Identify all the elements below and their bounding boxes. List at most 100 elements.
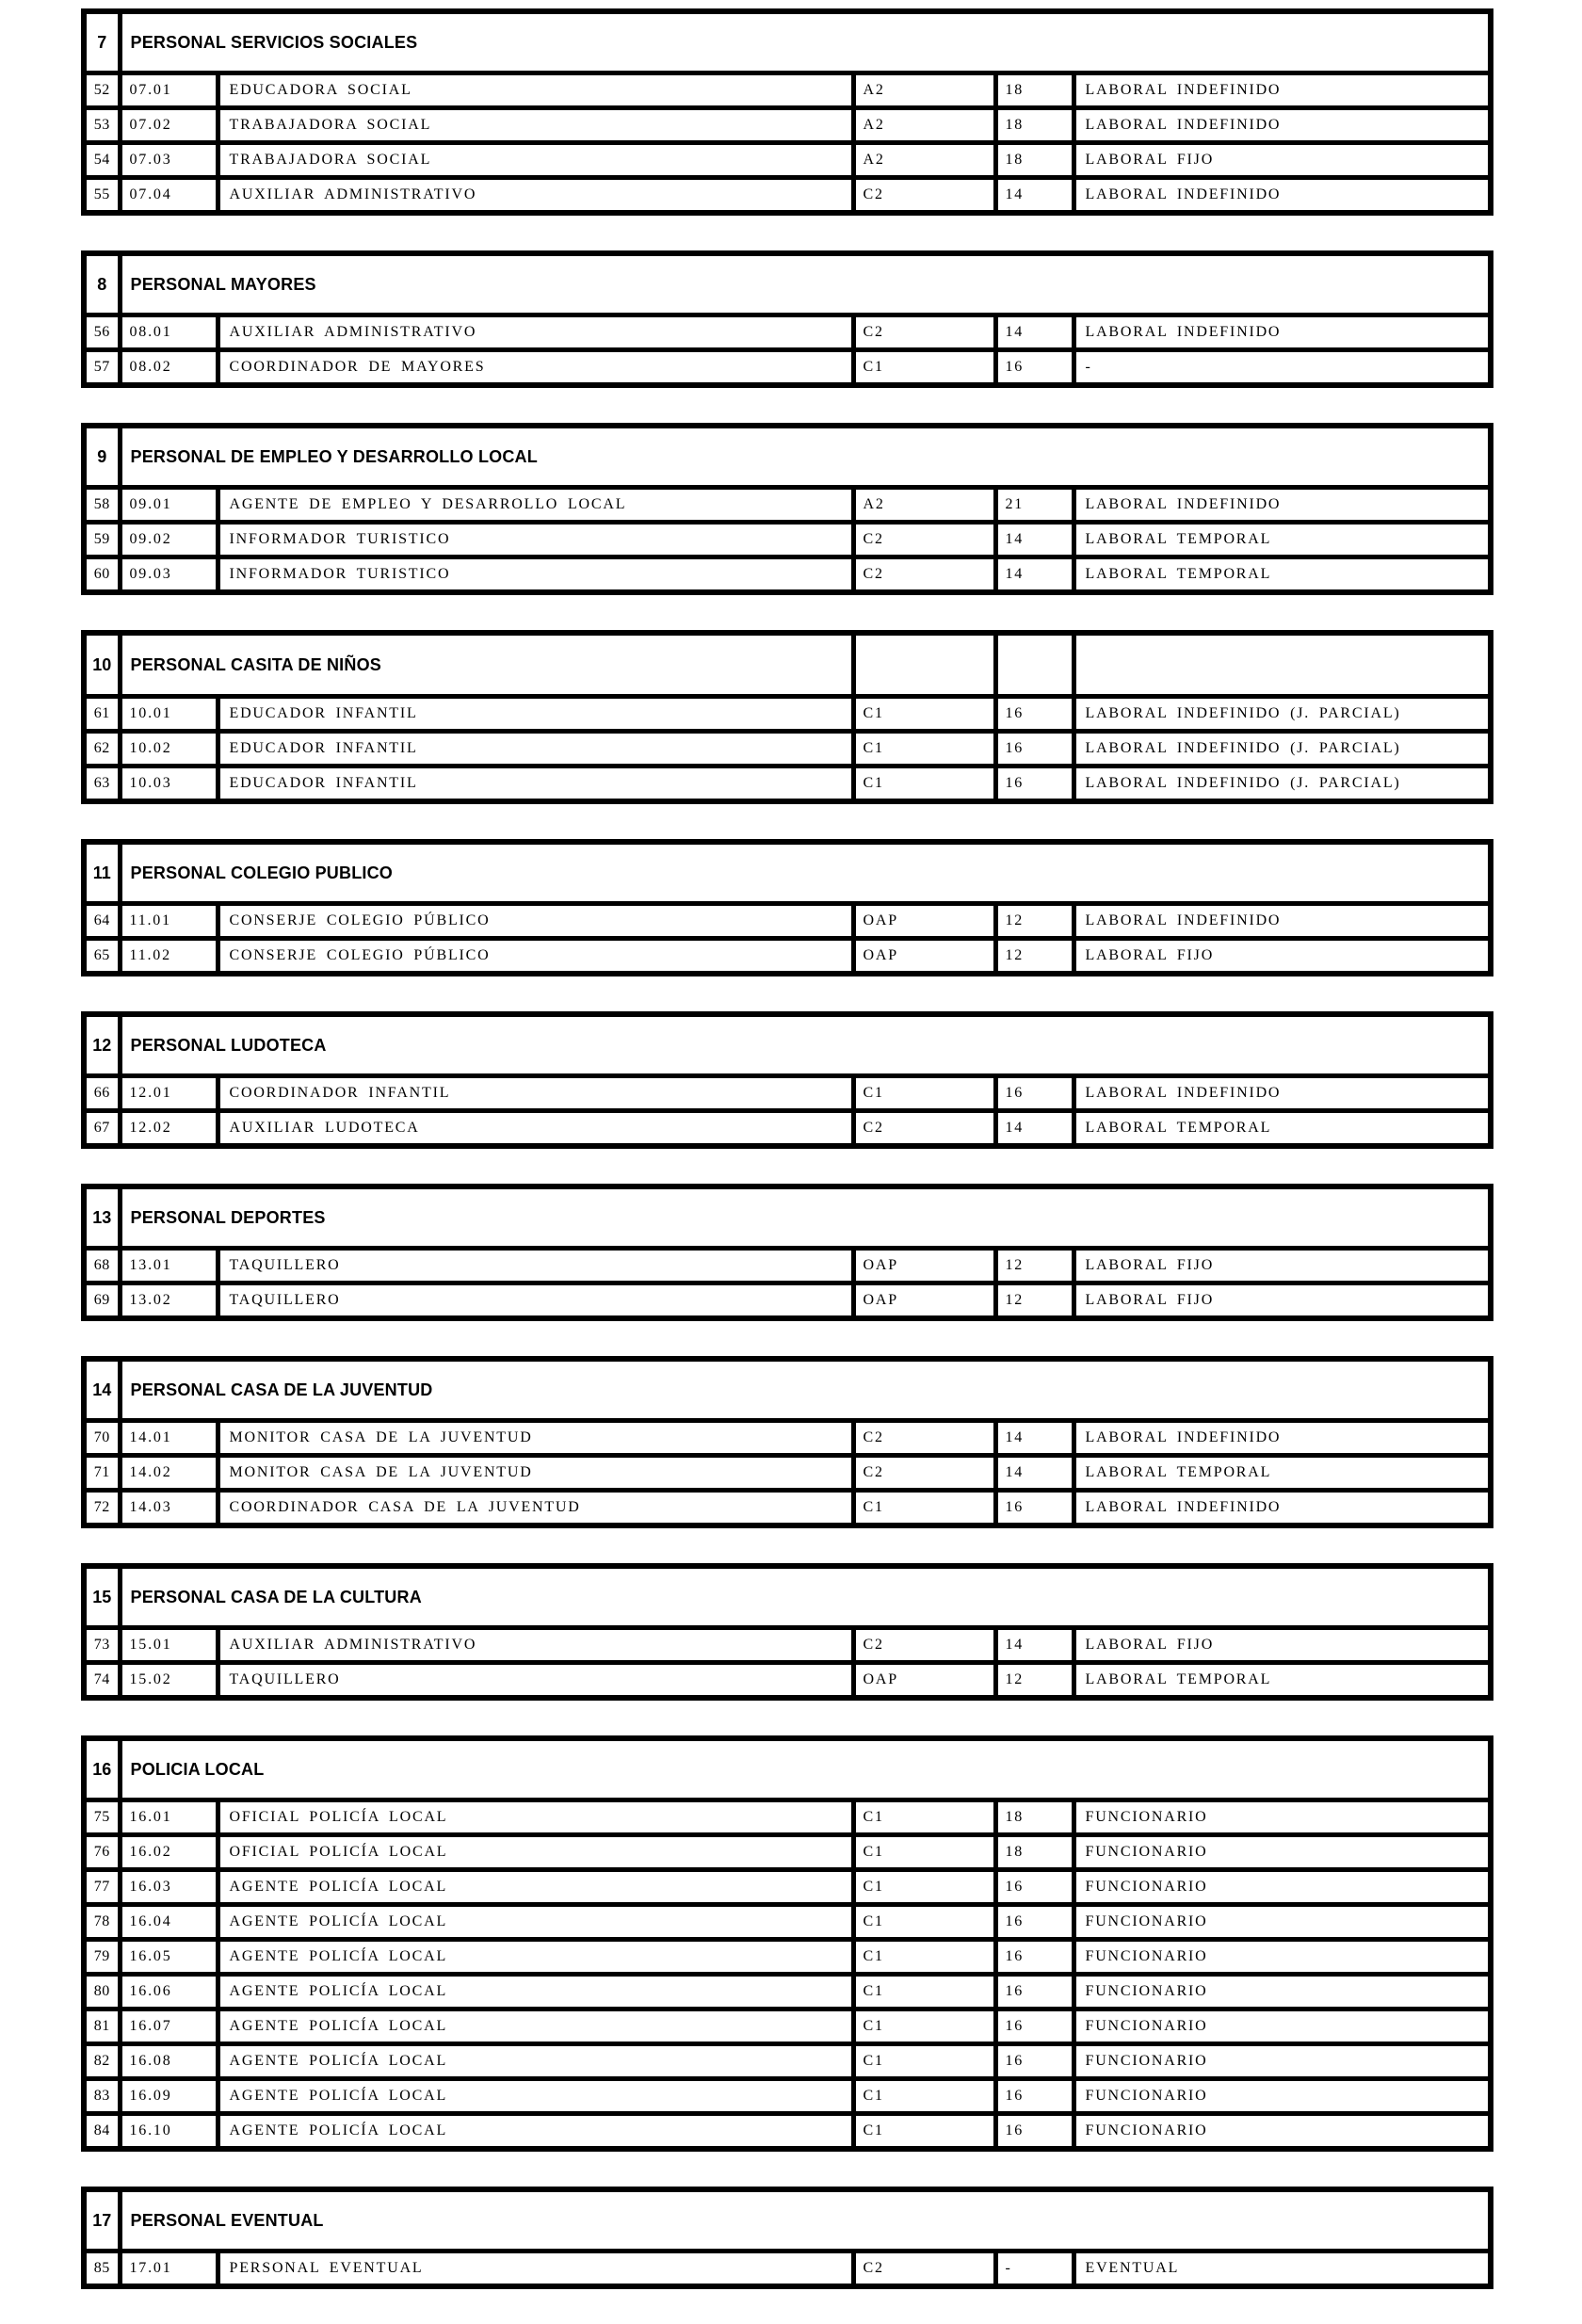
position-code-cell: 17.01 xyxy=(117,2249,220,2289)
table-row: 69 13.02 TAQUILLERO OAP 12 LABORAL FIJO xyxy=(81,1281,1493,1321)
table-row: 81 16.07 AGENTE POLICÍA LOCAL C1 16 FUNCIONAR… xyxy=(81,2007,1493,2046)
contract-type-cell: FUNCIONARIO xyxy=(1071,1937,1493,1977)
position-code-cell: 08.02 xyxy=(117,347,220,388)
level-cell: 16 xyxy=(993,729,1076,768)
table-row: 72 14.03 COORDINADOR CASA DE LA JUVENTUD C1… xyxy=(81,1488,1493,1528)
table-row: 52 07.01 EDUCADORA SOCIAL A2 18 LABORAL INDEF… xyxy=(81,71,1493,110)
section-table: 17 PERSONAL EVENTUAL 85 17.01 PERSONAL EVENT… xyxy=(81,2187,1494,2289)
section-header-row: 15 PERSONAL CASA DE LA CULTURA xyxy=(81,1563,1493,1630)
table-row: 61 10.01 EDUCADOR INFANTIL C1 16 LABORAL INDE… xyxy=(81,694,1493,734)
position-code-cell: 15.01 xyxy=(117,1625,220,1665)
level-cell: 12 xyxy=(993,936,1076,976)
section-body: 17 PERSONAL EVENTUAL 85 17.01 PERSONAL EVENT… xyxy=(81,2187,1493,2289)
section-number-cell: 17 xyxy=(81,2187,122,2253)
position-name-cell: AUXILIAR ADMINISTRATIVO xyxy=(215,1625,856,1665)
level-cell: 16 xyxy=(993,1488,1076,1528)
section-table: 15 PERSONAL CASA DE LA CULTURA 73 15.01 AUXI… xyxy=(81,1563,1493,1701)
contract-type-cell: LABORAL INDEFINIDO xyxy=(1071,105,1493,145)
group-cell: OAP xyxy=(850,901,998,941)
contract-type-cell: FUNCIONARIO xyxy=(1071,2042,1493,2081)
table-row: 73 15.01 AUXILIAR ADMINISTRATIVO C2 14 LABORA… xyxy=(81,1625,1493,1665)
table-row: 57 08.02 COORDINADOR DE MAYORES C1 16- xyxy=(81,347,1493,388)
position-code-cell: 10.03 xyxy=(117,764,220,804)
group-cell: C1 xyxy=(850,347,998,388)
position-name-cell: TAQUILLERO xyxy=(215,1246,856,1285)
section-title-cell: PERSONAL COLEGIO PUBLICO xyxy=(117,839,1493,906)
position-code-cell: 11.02 xyxy=(117,936,220,976)
section-title-cell: PERSONAL DEPORTES xyxy=(117,1184,1493,1251)
position-name-cell: AUXILIAR ADMINISTRATIVO xyxy=(215,175,856,216)
section-title-cell: PERSONAL EVENTUAL xyxy=(117,2187,1493,2253)
row-number-cell: 83 xyxy=(81,2076,122,2116)
position-code-cell: 07.02 xyxy=(117,105,220,145)
position-code-cell: 14.02 xyxy=(117,1453,220,1493)
section-header-empty-cell xyxy=(993,630,1076,699)
position-name-cell: TRABAJADORA SOCIAL xyxy=(215,105,856,145)
group-cell: C1 xyxy=(850,1488,998,1528)
table-row: 66 12.01 COORDINADOR INFANTIL C1 16 LABORAL I… xyxy=(81,1073,1493,1113)
section-title-cell: PERSONAL CASITA DE NIÑOS xyxy=(117,630,856,699)
position-code-cell: 16.08 xyxy=(117,2042,220,2081)
group-cell: A2 xyxy=(850,140,998,180)
row-number-cell: 75 xyxy=(81,1798,122,1837)
level-cell: 16 xyxy=(993,1867,1076,1907)
position-code-cell: 14.01 xyxy=(117,1418,220,1458)
level-cell: 16 xyxy=(993,2007,1076,2046)
position-name-cell: OFICIAL POLICÍA LOCAL xyxy=(215,1798,856,1837)
level-cell: 16 xyxy=(993,1902,1076,1942)
table-row: 76 16.02 OFICIAL POLICÍA LOCAL C1 18 FUNCIONA… xyxy=(81,1832,1493,1872)
row-number-cell: 67 xyxy=(81,1108,122,1149)
contract-type-cell: LABORAL TEMPORAL xyxy=(1071,1660,1493,1701)
row-number-cell: 54 xyxy=(81,140,122,180)
row-number-cell: 80 xyxy=(81,1972,122,2011)
table-row: 62 10.02 EDUCADOR INFANTIL C1 16 LABORAL INDE… xyxy=(81,729,1493,768)
contract-type-cell: FUNCIONARIO xyxy=(1071,2076,1493,2116)
section-header-row: 8 PERSONAL MAYORES xyxy=(81,250,1493,317)
table-row: 85 17.01 PERSONAL EVENTUAL C2- EVENTUAL xyxy=(81,2249,1493,2289)
section-body: 8 PERSONAL MAYORES 56 08.01 AUXILIAR ADMINIS… xyxy=(81,250,1493,388)
section-body: 11 PERSONAL COLEGIO PUBLICO 64 11.01 CONSERJ… xyxy=(81,839,1493,976)
section-header-row: 7 PERSONAL SERVICIOS SOCIALES xyxy=(81,8,1493,75)
row-number-cell: 65 xyxy=(81,936,122,976)
row-number-cell: 69 xyxy=(81,1281,122,1321)
table-row: 60 09.03 INFORMADOR TURISTICO C2 14 LABORAL T… xyxy=(81,555,1493,595)
group-cell: A2 xyxy=(850,105,998,145)
position-code-cell: 12.01 xyxy=(117,1073,220,1113)
position-name-cell: AGENTE POLICÍA LOCAL xyxy=(215,1867,856,1907)
position-code-cell: 13.01 xyxy=(117,1246,220,1285)
position-code-cell: 16.06 xyxy=(117,1972,220,2011)
position-name-cell: COORDINADOR CASA DE LA JUVENTUD xyxy=(215,1488,856,1528)
section-header-empty-cell xyxy=(1071,630,1493,699)
contract-type-cell: LABORAL INDEFINIDO xyxy=(1071,485,1493,525)
contract-type-cell: LABORAL TEMPORAL xyxy=(1071,520,1493,559)
position-code-cell: 16.10 xyxy=(117,2111,220,2152)
row-number-cell: 53 xyxy=(81,105,122,145)
table-row: 68 13.01 TAQUILLERO OAP 12 LABORAL FIJO xyxy=(81,1246,1493,1285)
level-cell: 21 xyxy=(993,485,1076,525)
contract-type-cell: LABORAL FIJO xyxy=(1071,1246,1493,1285)
position-name-cell: MONITOR CASA DE LA JUVENTUD xyxy=(215,1418,856,1458)
contract-type-cell: LABORAL INDEFINIDO xyxy=(1071,1073,1493,1113)
contract-type-cell: LABORAL INDEFINIDO (J. PARCIAL) xyxy=(1071,729,1493,768)
contract-type-cell: FUNCIONARIO xyxy=(1071,1972,1493,2011)
row-number-cell: 82 xyxy=(81,2042,122,2081)
group-cell: C1 xyxy=(850,1902,998,1942)
contract-type-cell: LABORAL INDEFINIDO xyxy=(1071,71,1493,110)
position-code-cell: 08.01 xyxy=(117,313,220,352)
group-cell: C2 xyxy=(850,1418,998,1458)
section-title-cell: PERSONAL DE EMPLEO Y DESARROLLO LOCAL xyxy=(117,423,1493,490)
row-number-cell: 63 xyxy=(81,764,122,804)
position-code-cell: 16.09 xyxy=(117,2076,220,2116)
contract-type-cell: FUNCIONARIO xyxy=(1071,2007,1493,2046)
position-code-cell: 10.01 xyxy=(117,694,220,734)
row-number-cell: 66 xyxy=(81,1073,122,1113)
level-cell: 16 xyxy=(993,2042,1076,2081)
row-number-cell: 81 xyxy=(81,2007,122,2046)
level-cell: 16 xyxy=(993,1937,1076,1977)
row-number-cell: 79 xyxy=(81,1937,122,1977)
section-number-cell: 15 xyxy=(81,1563,122,1630)
position-name-cell: AGENTE POLICÍA LOCAL xyxy=(215,2111,856,2152)
position-code-cell: 16.05 xyxy=(117,1937,220,1977)
level-cell: 12 xyxy=(993,901,1076,941)
group-cell: C1 xyxy=(850,1073,998,1113)
